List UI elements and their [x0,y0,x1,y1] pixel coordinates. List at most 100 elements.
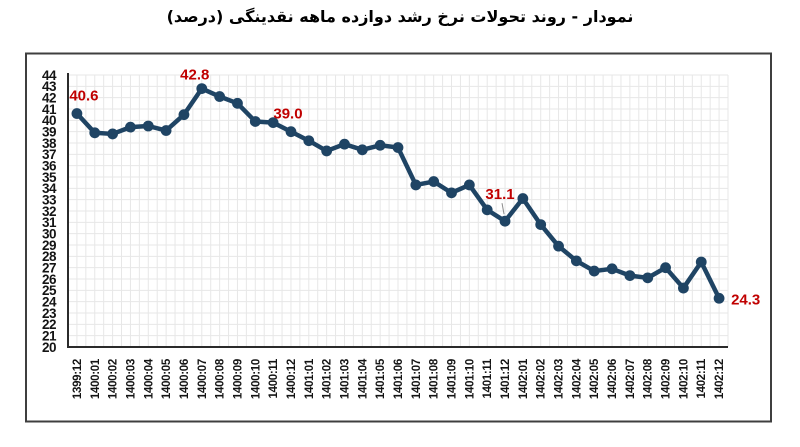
x-tick-label: 1400:03 [125,359,137,399]
data-label: 39.0 [273,106,302,123]
x-tick-label: 1400:05 [161,358,173,399]
x-tick-label: 1400:07 [197,359,209,399]
y-tick-label: 26 [42,272,57,287]
data-point [125,121,136,133]
x-tick-label: 1402:06 [607,359,619,399]
x-tick-label: 1401:01 [304,358,316,399]
data-point [339,138,350,150]
data-label: 31.1 [485,186,514,203]
x-tick-label: 1402:10 [678,359,690,399]
x-tick-label: 1401:10 [464,359,476,399]
data-point [160,125,172,136]
x-tick-label: 1401:08 [429,358,441,399]
x-tick-label: 1401:04 [357,358,369,399]
y-tick-label: 20 [42,340,56,355]
data-point [107,128,118,140]
data-point [553,240,564,252]
x-tick-label: 1401:11 [482,358,494,398]
data-point [71,108,83,119]
data-point [356,144,368,156]
data-point [713,292,725,304]
data-point [249,116,261,127]
y-tick-label: 27 [42,260,56,275]
y-tick-label: 28 [42,249,57,264]
data-point [499,215,511,227]
x-tick-label: 1402:08 [643,358,655,399]
data-point [535,219,547,231]
y-tick-label: 31 [42,215,57,230]
x-tick-label: 1401:12 [500,359,512,399]
x-tick-label: 1402:12 [714,359,726,399]
y-tick-label: 36 [42,158,57,173]
data-point [481,204,493,216]
x-tick-label: 1399:12 [72,359,84,399]
y-tick-label: 30 [42,226,56,241]
x-tick-label: 1401:06 [393,359,405,399]
data-label: 40.6 [69,88,98,105]
data-point [463,179,475,191]
y-tick-label: 44 [42,68,57,83]
x-tick-label: 1400:04 [143,358,155,399]
y-tick-label: 35 [42,170,57,185]
data-point [624,270,636,281]
x-tick-label: 1400:11 [268,358,280,398]
x-tick-label: 1401:02 [322,359,334,399]
data-point [606,263,618,275]
x-tick-label: 1400:09 [232,359,244,399]
data-label-leader-line [501,203,505,215]
y-tick-label: 38 [42,136,57,151]
data-point [321,145,333,157]
data-point [374,139,386,151]
y-tick-label: 25 [42,283,57,298]
data-point [285,126,297,138]
y-tick-label: 23 [42,306,57,321]
x-tick-label: 1402:04 [571,358,583,399]
y-tick-label: 39 [42,124,56,139]
data-point [142,120,154,132]
data-point [517,193,529,204]
x-tick-label: 1402:01 [518,358,530,399]
y-tick-label: 37 [42,147,56,162]
data-point [570,255,582,267]
data-point [267,117,279,128]
y-tick-label: 40 [42,113,56,128]
data-point [214,91,226,102]
y-tick-label: 32 [42,204,56,219]
data-point [678,282,689,294]
y-tick-label: 43 [42,79,57,94]
x-tick-label: 1401:05 [375,358,387,399]
x-tick-label: 1402:09 [661,359,673,399]
x-tick-label: 1402:11 [696,358,708,398]
x-tick-label: 1401:07 [411,359,423,399]
y-tick-label: 34 [42,181,57,196]
x-tick-label: 1400:02 [108,359,120,399]
x-tick-label: 1401:03 [339,359,351,399]
x-tick-label: 1402:05 [589,358,601,399]
x-tick-label: 1400:10 [250,359,262,399]
data-label: 42.8 [180,67,209,84]
y-tick-label: 41 [42,102,57,117]
data-point [695,256,707,268]
x-tick-label: 1401:09 [447,359,459,399]
y-tick-label: 33 [42,192,57,207]
x-tick-label: 1402:07 [625,359,637,399]
y-tick-label: 22 [42,317,56,332]
y-tick-label: 24 [42,294,57,309]
data-point [196,83,208,94]
x-tick-label: 1400:08 [215,358,227,399]
data-point [410,179,422,191]
x-tick-label: 1402:02 [536,359,548,399]
data-point [178,109,190,121]
chart-title: نمودار - روند تحولات نرخ رشد دوازده ماهه… [166,7,634,26]
x-tick-label: 1402:03 [554,359,566,399]
data-point [232,97,243,109]
data-point [642,272,654,284]
y-tick-label: 42 [42,90,56,105]
y-tick-label: 21 [42,328,57,343]
data-point [392,142,404,153]
data-point [588,265,600,277]
data-point [89,127,101,139]
y-tick-label: 29 [42,238,56,253]
